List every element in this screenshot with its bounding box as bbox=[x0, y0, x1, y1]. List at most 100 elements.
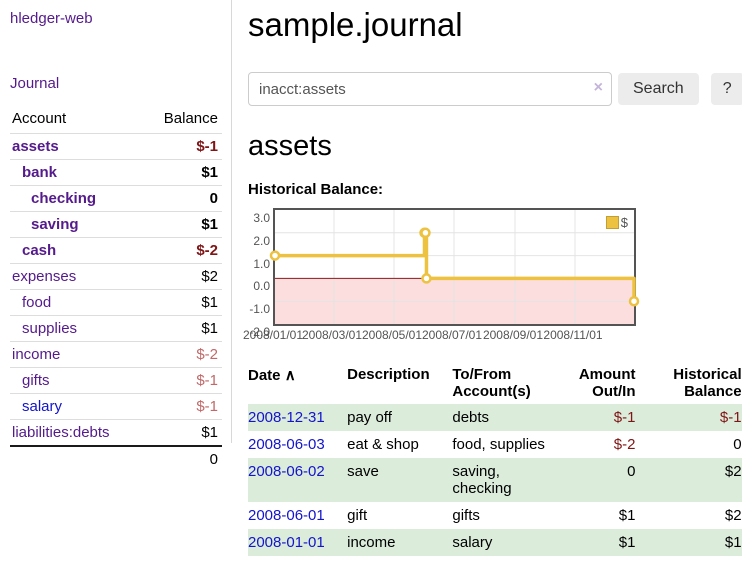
y-tick-label: 3.0 bbox=[253, 211, 270, 225]
register-col-date-sort[interactable]: Date ∧ bbox=[248, 367, 296, 384]
accounts-total-value: 0 bbox=[144, 445, 222, 472]
accounts-col-balance: Balance bbox=[163, 110, 218, 127]
transaction-description: income bbox=[347, 534, 396, 551]
account-row: liabilities:debts $1 bbox=[10, 419, 222, 446]
data-point-marker bbox=[269, 250, 281, 261]
accounts-total-row: 0 bbox=[10, 445, 222, 472]
sidebar-account-link[interactable]: gifts bbox=[22, 372, 50, 389]
account-balance: $1 bbox=[144, 159, 222, 186]
sidebar-account-link[interactable]: supplies bbox=[22, 320, 78, 337]
transaction-balance: $2 bbox=[724, 507, 742, 524]
y-tick-label: -1.0 bbox=[249, 302, 270, 317]
sidebar-account-link[interactable]: expenses bbox=[12, 268, 77, 285]
transaction-amount: $1 bbox=[618, 507, 636, 524]
account-row: bank $1 bbox=[10, 159, 222, 186]
account-row: checking 0 bbox=[10, 185, 222, 212]
account-row: supplies $1 bbox=[10, 315, 222, 342]
sidebar-account-link[interactable]: salary bbox=[22, 398, 63, 415]
transaction-accounts: saving, checking bbox=[452, 463, 512, 497]
transaction-date-link[interactable]: 2008-06-01 bbox=[248, 507, 325, 524]
chart-canvas bbox=[269, 210, 640, 324]
account-balance: $1 bbox=[144, 315, 222, 342]
chart-section-label: Historical Balance: bbox=[248, 181, 384, 198]
brand-link[interactable]: hledger-web bbox=[10, 10, 93, 27]
register-row: 2008-01-01 income salary $1 $1 bbox=[248, 529, 742, 556]
accounts-col-account: Account bbox=[12, 110, 67, 127]
register-table: Date ∧ Description To/From Account(s) Am… bbox=[248, 362, 742, 556]
search-input[interactable] bbox=[248, 72, 612, 106]
x-tick-label: 2008/01/01 bbox=[242, 328, 304, 342]
transaction-accounts: salary bbox=[452, 534, 493, 551]
search-button[interactable]: Search bbox=[618, 73, 699, 105]
transaction-balance: $1 bbox=[724, 534, 742, 551]
sort-asc-icon: ∧ bbox=[284, 367, 296, 384]
x-tick-label: 2008/05/01 bbox=[361, 328, 423, 342]
help-button[interactable]: ? bbox=[710, 73, 742, 105]
data-point-marker bbox=[628, 295, 640, 307]
app-window: hledger-web Journal Account Balance asse… bbox=[0, 0, 742, 556]
account-row: expenses $2 bbox=[10, 263, 222, 290]
page-title: sample.journal bbox=[248, 6, 463, 43]
account-balance: $1 bbox=[144, 211, 222, 238]
sidebar-account-link[interactable]: income bbox=[12, 346, 61, 363]
account-row: food $1 bbox=[10, 289, 222, 316]
clear-search-icon[interactable]: × bbox=[593, 79, 603, 96]
account-row: saving $1 bbox=[10, 211, 222, 238]
account-balance: $2 bbox=[144, 263, 222, 290]
account-row: assets $-1 bbox=[10, 133, 222, 160]
transaction-amount: $-2 bbox=[613, 436, 636, 453]
register-row: 2008-06-01 gift gifts $1 $2 bbox=[248, 502, 742, 529]
data-point-marker bbox=[420, 227, 431, 239]
transaction-date-link[interactable]: 2008-12-31 bbox=[248, 409, 325, 426]
x-tick-label: 2008/11/01 bbox=[543, 328, 603, 342]
search-bar: × Search ? bbox=[248, 72, 742, 106]
transaction-balance: $-1 bbox=[719, 409, 742, 426]
account-balance: $-2 bbox=[144, 341, 222, 368]
y-tick-label: 0.0 bbox=[253, 279, 270, 294]
transaction-description: gift bbox=[347, 507, 368, 524]
legend-label: $ bbox=[620, 215, 628, 230]
account-row: cash $-2 bbox=[10, 237, 222, 264]
sidebar-account-link[interactable]: assets bbox=[12, 138, 59, 155]
sidebar-account-link[interactable]: bank bbox=[22, 164, 58, 181]
accounts-table: Account Balance assets $-1 bank $1 checking 0… bbox=[10, 106, 222, 472]
account-row: income $-2 bbox=[10, 341, 222, 368]
historical-balance-chart: $ 2008/01/01 2008/03/01 2008/05/01 2008/07/… bbox=[243, 208, 640, 344]
transaction-description: save bbox=[347, 463, 379, 480]
transaction-date-link[interactable]: 2008-06-03 bbox=[248, 436, 325, 453]
transaction-amount: $-1 bbox=[613, 409, 636, 426]
transaction-balance: $2 bbox=[724, 463, 742, 480]
sidebar-item-journal[interactable]: Journal bbox=[10, 75, 60, 92]
transaction-date-link[interactable]: 2008-06-02 bbox=[248, 463, 325, 480]
register-row: 2008-12-31 pay off debts $-1 $-1 bbox=[248, 404, 742, 431]
chart-x-axis: 2008/01/01 2008/03/01 2008/05/01 2008/07/01… bbox=[243, 328, 636, 344]
register-row: 2008-06-03 eat & shop food, supplies $-2 0 bbox=[248, 431, 742, 458]
chart-legend: $ bbox=[605, 215, 628, 230]
x-tick-label: 2008/09/01 bbox=[482, 328, 544, 342]
register-row: 2008-06-02 save saving, checking 0 $2 bbox=[248, 458, 742, 502]
chart-plot-area: $ bbox=[269, 208, 640, 326]
account-balance: $1 bbox=[144, 419, 222, 446]
sidebar-account-link[interactable]: food bbox=[22, 294, 52, 311]
transaction-balance: 0 bbox=[733, 436, 742, 453]
transaction-date-link[interactable]: 2008-01-01 bbox=[248, 534, 325, 551]
sidebar-account-link[interactable]: checking bbox=[31, 190, 97, 207]
account-balance: $-1 bbox=[144, 367, 222, 394]
account-balance: $-1 bbox=[144, 133, 222, 160]
register-col-balance: Historical Balance bbox=[673, 366, 742, 400]
account-row: salary $-1 bbox=[10, 393, 222, 420]
account-balance: $-2 bbox=[144, 237, 222, 264]
sidebar-account-link[interactable]: saving bbox=[31, 216, 79, 233]
transaction-description: eat & shop bbox=[347, 436, 419, 453]
sidebar-account-link[interactable]: cash bbox=[22, 242, 57, 259]
y-tick-label: 1.0 bbox=[253, 256, 270, 271]
account-row: gifts $-1 bbox=[10, 367, 222, 394]
transaction-description: pay off bbox=[347, 409, 392, 426]
data-point-marker bbox=[421, 273, 432, 284]
sidebar: hledger-web Journal Account Balance asse… bbox=[0, 0, 232, 556]
sidebar-account-link[interactable]: liabilities:debts bbox=[12, 424, 110, 441]
register-col-description: Description bbox=[347, 366, 430, 383]
transaction-amount: 0 bbox=[627, 463, 636, 480]
main-content: sample.journal × Search ? assets Histori… bbox=[232, 0, 742, 556]
register-col-amount: Amount Out/In bbox=[578, 366, 636, 400]
